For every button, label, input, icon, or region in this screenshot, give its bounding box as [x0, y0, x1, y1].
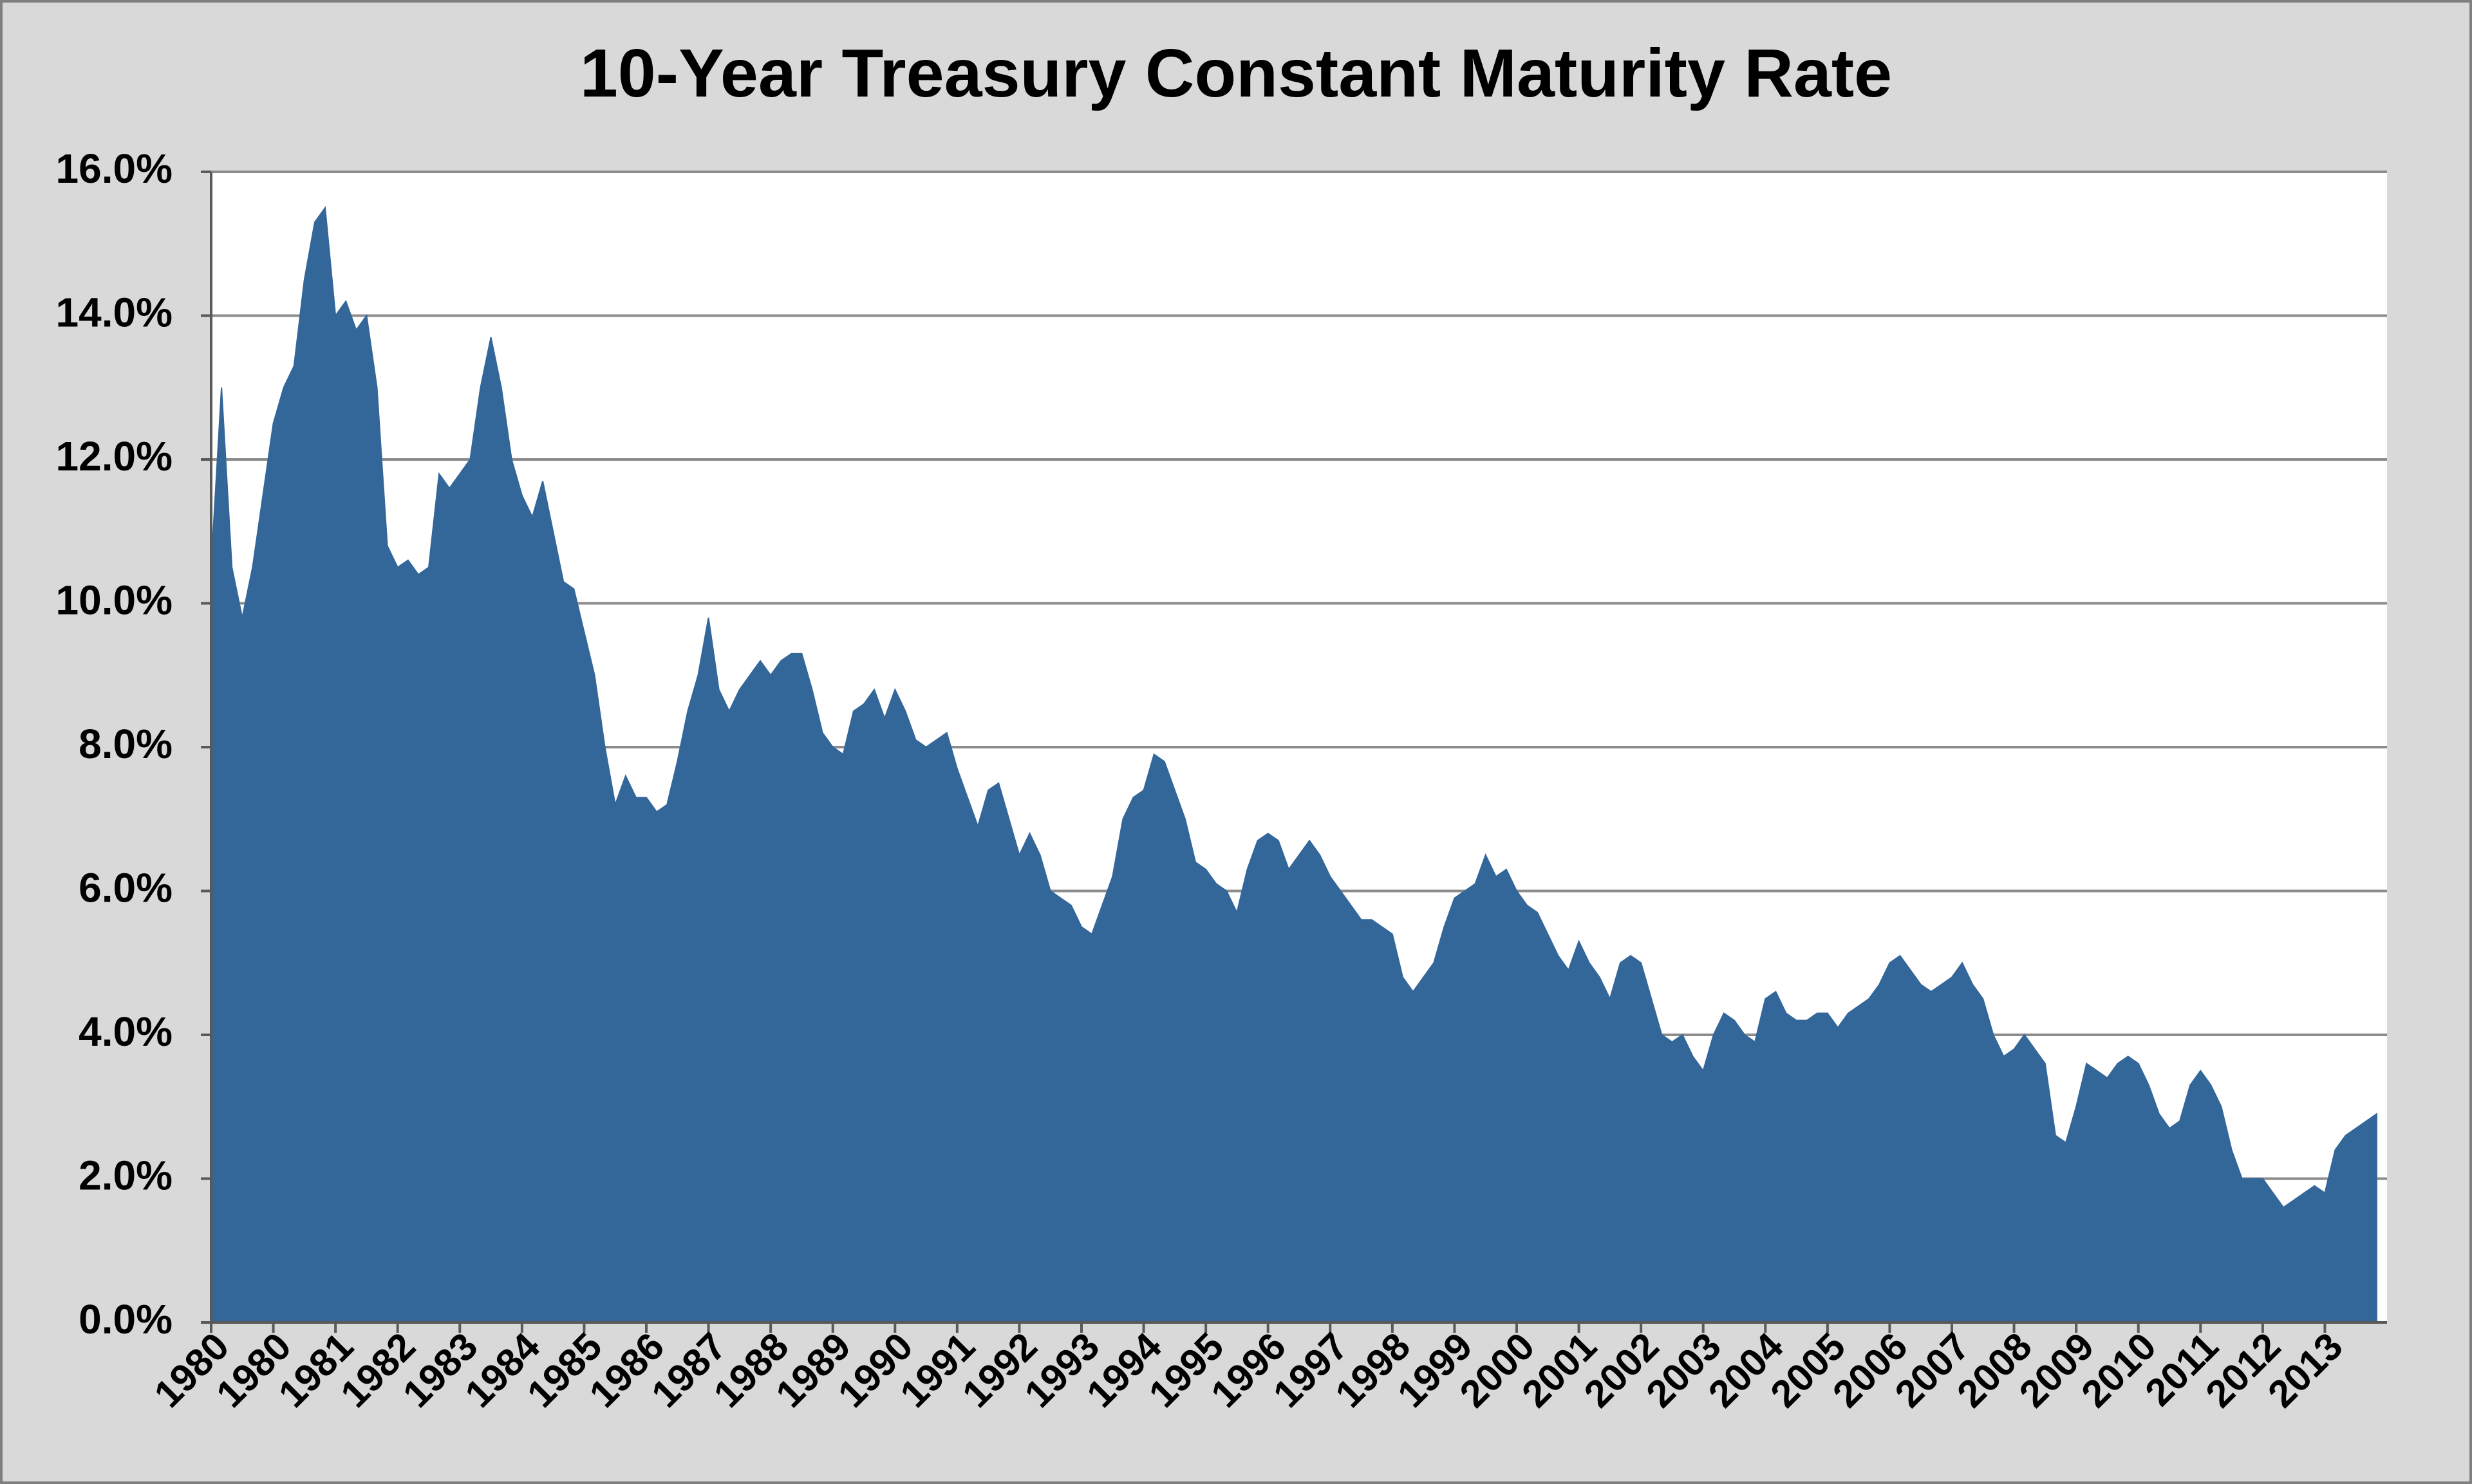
y-tick-label: 14.0%: [56, 289, 173, 335]
chart-title: 10-Year Treasury Constant Maturity Rate: [580, 35, 1892, 111]
y-tick-label: 2.0%: [79, 1152, 173, 1198]
y-tick-label: 4.0%: [79, 1008, 173, 1055]
y-tick-label: 16.0%: [56, 145, 173, 192]
area: [211, 206, 2377, 1323]
y-tick-label: 8.0%: [79, 721, 173, 767]
y-tick-label: 12.0%: [56, 433, 173, 479]
y-tick-label: 6.0%: [79, 864, 173, 911]
y-tick-label: 0.0%: [79, 1296, 173, 1342]
y-tick-label: 10.0%: [56, 577, 173, 623]
